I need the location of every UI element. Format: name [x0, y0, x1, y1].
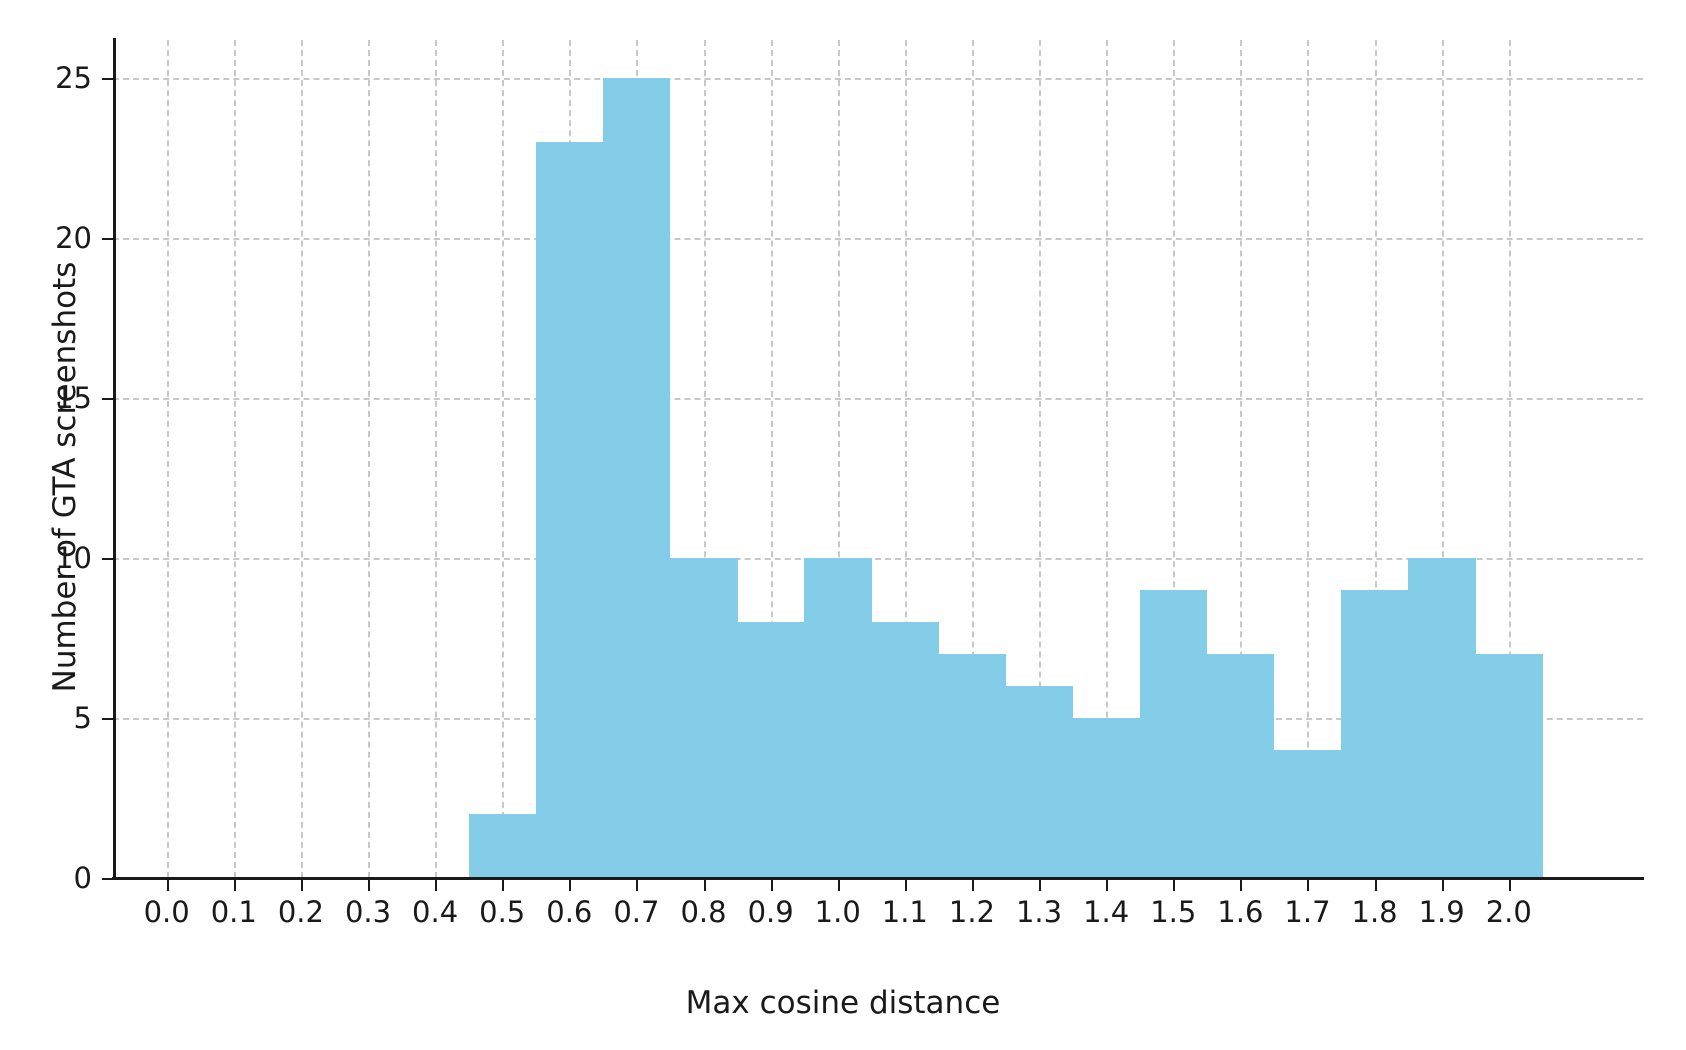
x-tick-label: 1.7 — [1284, 895, 1331, 929]
x-tick-label: 0.0 — [143, 895, 190, 929]
x-tick-label: 0.8 — [680, 895, 727, 929]
gridline-x-1.0 — [837, 40, 840, 878]
y-tick-label: 0 — [73, 861, 92, 895]
x-tick-mark — [233, 880, 236, 891]
x-tick-mark — [1173, 880, 1176, 891]
gridline-x-1.6 — [1240, 40, 1243, 878]
y-tick-mark — [102, 878, 113, 880]
x-tick-label: 2.0 — [1485, 895, 1532, 929]
x-tick-label: 0.7 — [613, 895, 660, 929]
gridline-x-0.0 — [166, 40, 169, 878]
gridline-x-0.4 — [435, 40, 438, 878]
histogram-bar — [1408, 558, 1476, 878]
histogram-bar — [1341, 590, 1409, 878]
histogram-bar — [871, 622, 939, 878]
x-tick-mark — [1307, 880, 1310, 891]
x-tick-mark — [1441, 880, 1444, 891]
x-tick-mark — [1039, 880, 1042, 891]
y-tick-label: 15 — [55, 381, 92, 416]
x-tick-label: 1.0 — [814, 895, 861, 929]
x-tick-mark — [435, 880, 438, 891]
x-tick-mark — [636, 880, 639, 891]
x-tick-mark — [166, 880, 169, 891]
histogram-bar — [602, 78, 671, 878]
gridline-x-1.1 — [904, 40, 907, 878]
y-tick-label: 10 — [55, 541, 92, 576]
y-tick-mark — [102, 78, 113, 81]
x-tick-mark — [837, 880, 840, 891]
x-tick-label: 1.6 — [1217, 895, 1264, 929]
x-tick-mark — [1240, 880, 1243, 891]
histogram-bar — [1072, 718, 1141, 878]
x-axis-spine — [112, 877, 1644, 880]
histogram-bar — [737, 622, 805, 878]
histogram-bar — [1005, 686, 1074, 878]
gridline-x-1.9 — [1441, 40, 1444, 878]
histogram-bar — [468, 814, 537, 878]
x-tick-mark — [1508, 880, 1511, 891]
histogram-bar — [1273, 750, 1342, 878]
x-tick-label: 0.6 — [546, 895, 593, 929]
x-tick-mark — [1106, 880, 1109, 891]
gridline-x-0.5 — [502, 40, 505, 878]
x-tick-label: 1.9 — [1418, 895, 1465, 929]
y-axis-title: Number of GTA screenshots — [47, 261, 83, 693]
x-tick-mark — [502, 880, 505, 891]
gridline-x-0.3 — [368, 40, 370, 878]
histogram-bar — [669, 558, 738, 878]
plot-area — [113, 40, 1643, 878]
gridline-x-0.9 — [770, 40, 773, 878]
y-tick-mark — [102, 238, 113, 241]
x-tick-mark — [1374, 880, 1377, 891]
x-tick-label: 1.4 — [1083, 895, 1130, 929]
gridline-x-2.0 — [1508, 40, 1511, 878]
gridline-x-1.4 — [1106, 40, 1109, 878]
x-axis-title: Max cosine distance — [685, 985, 1001, 1021]
gridline-y-10 — [113, 558, 1643, 561]
x-tick-label: 0.2 — [277, 895, 324, 929]
y-tick-label: 25 — [55, 61, 92, 96]
gridline-x-0.2 — [300, 40, 303, 878]
y-axis-spine — [113, 38, 116, 880]
histogram-bar — [535, 142, 604, 878]
y-tick-mark — [102, 558, 113, 561]
x-tick-label: 0.5 — [479, 895, 526, 929]
y-tick-label: 20 — [55, 221, 92, 256]
gridline-y-25 — [113, 78, 1643, 81]
x-tick-label: 1.5 — [1150, 895, 1197, 929]
x-tick-label: 1.3 — [1015, 895, 1063, 929]
gridline-x-1.8 — [1374, 40, 1377, 878]
x-tick-label: 0.9 — [747, 895, 794, 929]
x-tick-mark — [904, 880, 907, 891]
histogram-bar — [1475, 654, 1543, 878]
gridline-x-0.1 — [233, 40, 236, 878]
histogram-bar — [1206, 654, 1275, 878]
x-tick-label: 1.2 — [948, 895, 995, 929]
histogram-bar — [804, 558, 872, 878]
gridline-x-1.2 — [971, 40, 974, 878]
x-tick-label: 0.3 — [344, 895, 392, 929]
x-tick-mark — [703, 880, 706, 891]
histogram-bar — [938, 654, 1006, 878]
gridline-y-20 — [113, 238, 1643, 241]
histogram-bar — [1139, 590, 1208, 878]
x-tick-mark — [971, 880, 974, 891]
x-tick-label: 0.4 — [412, 895, 459, 929]
x-tick-label: 1.8 — [1351, 895, 1398, 929]
gridline-x-1.7 — [1307, 40, 1310, 878]
gridline-y-15 — [113, 398, 1643, 401]
x-tick-label: 1.1 — [881, 895, 928, 929]
x-tick-mark — [368, 880, 370, 891]
gridline-x-1.3 — [1039, 40, 1042, 878]
x-tick-mark — [300, 880, 303, 891]
x-tick-label: 0.1 — [210, 895, 257, 929]
gridline-x-1.5 — [1173, 40, 1176, 878]
y-tick-mark — [102, 718, 113, 721]
x-tick-mark — [569, 880, 572, 891]
x-tick-mark — [770, 880, 773, 891]
y-tick-mark — [102, 398, 113, 401]
y-tick-label: 5 — [73, 701, 92, 736]
gridline-x-0.8 — [703, 40, 706, 878]
